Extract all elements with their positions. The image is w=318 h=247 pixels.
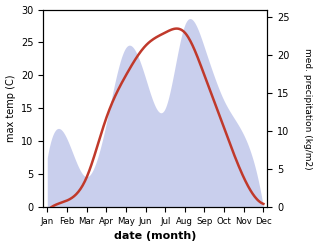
X-axis label: date (month): date (month) — [114, 231, 197, 242]
Y-axis label: med. precipitation (kg/m2): med. precipitation (kg/m2) — [303, 48, 313, 169]
Y-axis label: max temp (C): max temp (C) — [5, 75, 16, 142]
